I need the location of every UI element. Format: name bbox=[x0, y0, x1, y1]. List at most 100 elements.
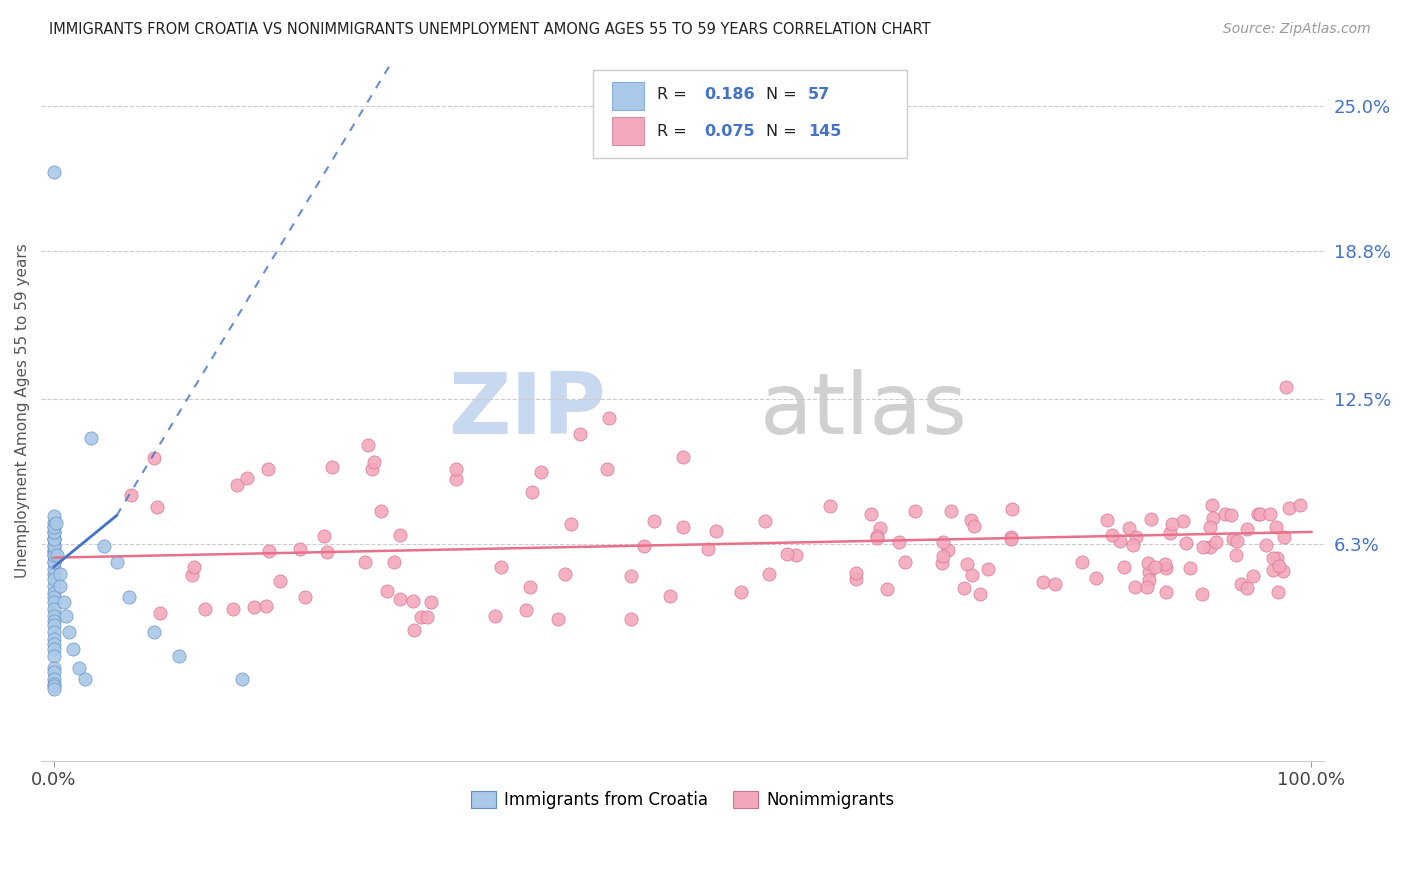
Point bbox=[671, 450, 693, 464]
Point bbox=[361, 462, 384, 476]
Point bbox=[357, 438, 380, 452]
Point bbox=[1263, 563, 1285, 577]
Point bbox=[42, 555, 65, 569]
Point bbox=[560, 517, 582, 532]
Point bbox=[520, 485, 543, 500]
Point bbox=[697, 542, 720, 557]
Text: N =: N = bbox=[766, 87, 801, 103]
Point bbox=[1213, 507, 1236, 521]
Point bbox=[375, 584, 398, 599]
Point bbox=[42, 625, 65, 640]
Point bbox=[939, 504, 962, 518]
Point bbox=[1114, 559, 1136, 574]
Point bbox=[887, 534, 910, 549]
Point bbox=[1241, 568, 1264, 582]
Point bbox=[42, 614, 65, 628]
Point bbox=[1000, 530, 1022, 544]
Point bbox=[321, 459, 343, 474]
Point bbox=[55, 609, 77, 624]
Point bbox=[402, 624, 425, 638]
Point bbox=[633, 539, 655, 553]
Point bbox=[1070, 555, 1092, 569]
Point bbox=[42, 562, 65, 576]
Point bbox=[93, 539, 115, 553]
Point bbox=[962, 567, 984, 582]
Point bbox=[1247, 507, 1270, 521]
Bar bbox=[612, 117, 644, 145]
Point bbox=[866, 529, 889, 543]
Point bbox=[730, 584, 752, 599]
Point bbox=[643, 514, 665, 528]
Point bbox=[754, 514, 776, 528]
Point bbox=[1001, 502, 1024, 516]
Point bbox=[42, 602, 65, 616]
Point bbox=[42, 520, 65, 534]
Point bbox=[1159, 526, 1181, 541]
Point bbox=[598, 410, 620, 425]
Point bbox=[1191, 587, 1213, 601]
Point bbox=[42, 595, 65, 609]
Point bbox=[1143, 559, 1166, 574]
Point bbox=[519, 580, 541, 594]
Point bbox=[845, 573, 868, 587]
Point bbox=[1154, 585, 1177, 599]
Point bbox=[1178, 561, 1201, 575]
Point bbox=[1260, 508, 1282, 522]
Point bbox=[221, 602, 243, 616]
Point bbox=[1000, 532, 1022, 546]
Point bbox=[146, 500, 169, 514]
Point bbox=[42, 609, 65, 624]
Point bbox=[120, 487, 142, 501]
Point bbox=[446, 472, 468, 486]
Point bbox=[169, 648, 191, 663]
Point bbox=[1222, 532, 1244, 546]
Point bbox=[568, 426, 591, 441]
Point bbox=[257, 544, 280, 558]
Point bbox=[969, 587, 991, 601]
Point bbox=[1136, 556, 1159, 570]
Point bbox=[1225, 548, 1247, 562]
Point bbox=[389, 528, 412, 542]
Point bbox=[49, 579, 72, 593]
Point bbox=[1199, 520, 1222, 534]
Point bbox=[1118, 521, 1140, 535]
Point bbox=[1136, 580, 1159, 594]
Point bbox=[181, 568, 204, 582]
Point bbox=[484, 608, 506, 623]
Point bbox=[1122, 538, 1144, 552]
Point bbox=[775, 547, 797, 561]
Point bbox=[596, 462, 619, 476]
Point bbox=[42, 585, 65, 599]
Point bbox=[416, 610, 439, 624]
Point bbox=[977, 561, 1000, 575]
Point bbox=[80, 431, 103, 445]
Point bbox=[1261, 551, 1284, 566]
Text: IMMIGRANTS FROM CROATIA VS NONIMMIGRANTS UNEMPLOYMENT AMONG AGES 55 TO 59 YEARS : IMMIGRANTS FROM CROATIA VS NONIMMIGRANTS… bbox=[49, 22, 931, 37]
Point bbox=[1125, 530, 1147, 544]
Point bbox=[231, 672, 253, 686]
Point bbox=[1201, 511, 1223, 525]
Point bbox=[876, 582, 898, 596]
Point bbox=[960, 513, 983, 527]
Point bbox=[236, 471, 259, 485]
Point bbox=[1275, 380, 1298, 394]
Point bbox=[42, 165, 65, 179]
Point bbox=[1154, 557, 1177, 571]
Point bbox=[904, 504, 927, 518]
Point bbox=[1274, 530, 1296, 544]
Point bbox=[1154, 560, 1177, 574]
Point bbox=[67, 660, 90, 674]
Point bbox=[893, 555, 915, 569]
Point bbox=[672, 520, 695, 534]
Point bbox=[411, 610, 433, 624]
Point bbox=[62, 641, 84, 656]
Text: N =: N = bbox=[766, 124, 801, 138]
Point bbox=[42, 637, 65, 651]
Point bbox=[758, 567, 780, 582]
Point bbox=[1289, 498, 1312, 512]
Point bbox=[963, 519, 986, 533]
Point bbox=[1175, 536, 1198, 550]
Point bbox=[42, 665, 65, 680]
Point bbox=[489, 559, 512, 574]
Point bbox=[42, 532, 65, 546]
